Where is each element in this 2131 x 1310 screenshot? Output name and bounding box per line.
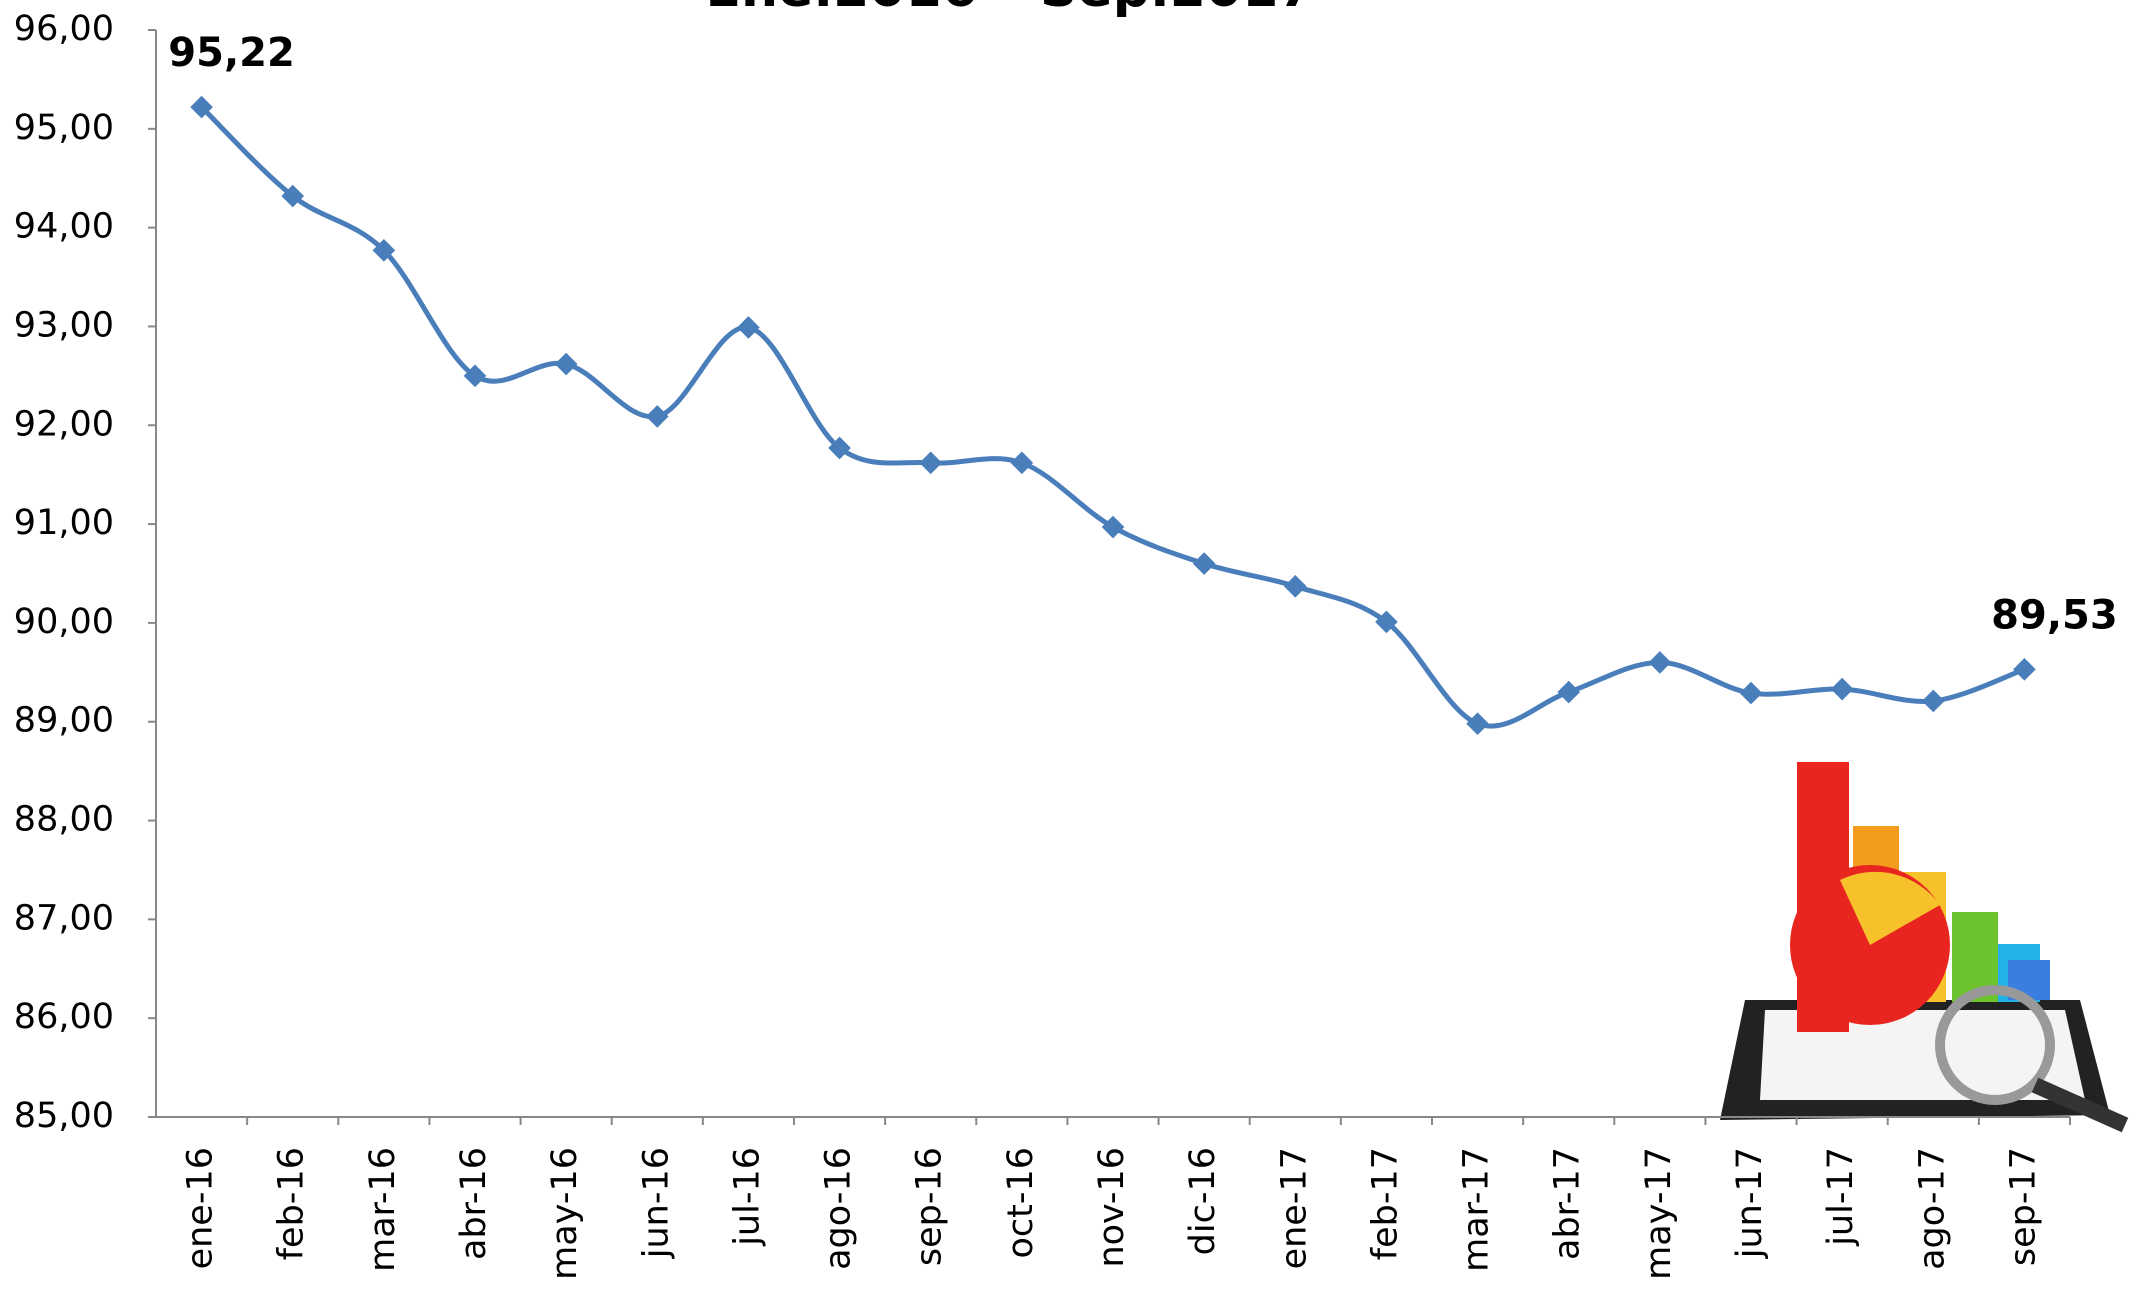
marker [1010,451,1034,475]
x-tick-label: ago-17 [1912,1147,1952,1270]
x-tick-label: abr-16 [454,1147,494,1260]
x-tick-label: feb-17 [1365,1147,1405,1260]
y-tick-label: 92,00 [14,404,114,444]
x-tick-label: ene-17 [1274,1147,1314,1269]
line [199,105,2026,729]
y-tick-label: 93,00 [14,305,114,345]
x-tick-label: jul-17 [1821,1147,1861,1247]
y-tick-label: 90,00 [14,602,114,642]
y-tick-label: 87,00 [14,898,114,938]
marker [1830,677,1854,701]
data-label: 95,22 [168,30,295,76]
marker [190,95,213,119]
x-tick-label: may-17 [1639,1147,1679,1280]
clipart [1720,762,2129,1133]
marker [2013,658,2036,681]
marker [554,352,578,376]
x-tick-label: mar-16 [363,1147,403,1272]
y-tick-label: 96,00 [14,9,114,49]
x-tick-label: sep-17 [2003,1147,2043,1266]
data-label: 89,53 [1991,592,2118,638]
marker [1192,552,1216,575]
marker [1557,680,1581,704]
x-tick-label: ago-16 [819,1147,859,1270]
marker [1466,712,1489,736]
y-tick-label: 95,00 [14,108,114,148]
marker [1648,651,1672,674]
x-tick-label: sep-16 [910,1147,950,1266]
x-tick-label: ene-16 [181,1147,221,1269]
x-tick-label: mar-17 [1457,1147,1497,1272]
marker [463,364,487,388]
marker [828,436,851,460]
x-tick-label: jul-16 [727,1147,767,1247]
marker [919,451,943,475]
y-tick-label: 88,00 [14,800,114,840]
y-tick-label: 86,00 [14,997,114,1037]
x-tick-label: dic-16 [1183,1147,1223,1255]
x-tick-label: oct-16 [1001,1147,1041,1259]
marker [737,316,760,339]
x-tick-label: feb-16 [272,1147,312,1260]
y-tick-label: 89,00 [14,701,114,741]
x-tick-label: abr-17 [1548,1147,1588,1260]
marker [1283,575,1307,598]
x-tick-label: nov-16 [1092,1147,1132,1268]
y-tick-label: 85,00 [14,1096,114,1136]
marker [645,405,669,428]
x-tick-label: jun-16 [636,1147,676,1259]
y-tick-label: 94,00 [14,207,114,247]
marker [1921,689,1945,713]
x-tick-label: jun-17 [1730,1147,1770,1259]
y-tick-label: 91,00 [14,503,114,543]
x-tick-label: may-16 [545,1147,585,1280]
chart-title: Ene.2016 – Sep.2017 [706,0,1315,19]
marker [1739,681,1763,705]
marker [1101,515,1125,539]
marker [1375,610,1398,634]
